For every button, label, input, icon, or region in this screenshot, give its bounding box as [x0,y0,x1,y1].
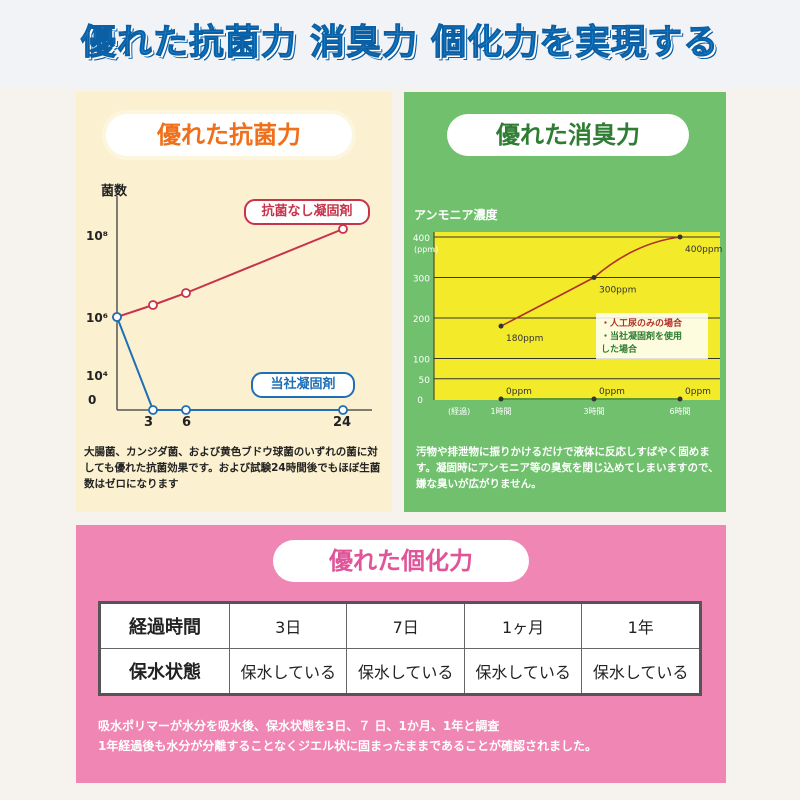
table-cell: 保水状態 [99,648,230,695]
deodorant-y-tick: 0 [417,396,423,406]
deodorant-y-label: アンモニア濃度 [414,208,498,222]
gelation-description: 吸水ポリマーが水分を吸水後、保水状態を3日、７ 日、1か月、1年と調査 1年経過… [98,716,714,756]
deodorant-x-tick: 6時間 [669,407,690,416]
table-header-cell: 7日 [346,602,465,649]
data-label: 300ppm [599,286,636,296]
data-point [677,234,683,240]
deodorant-y-unit: (ppm) [414,245,438,254]
antibacterial-description: 大腸菌、カンジダ菌、および黄色ブドウ球菌のいずれの菌に対しても優れた抗菌効果です… [84,446,381,490]
antibacterial-y-tick: 10⁸ [86,229,108,243]
deodorant-title: 優れた消臭力 [447,114,689,156]
data-point [591,396,597,402]
headline-title: 優れた抗菌力 消臭力 個化力を実現する [80,23,720,64]
deodorant-legend-entry: した場合 [601,343,638,355]
data-label: 400ppm [685,245,722,255]
antibacterial-panel [76,92,392,512]
table-cell: 保水している [228,648,348,695]
antibacterial-y-tick: 0 [88,393,97,407]
gelation-title: 優れた個化力 [273,540,529,582]
deodorant-legend-entry: ・当社凝固剤を使用 [601,330,682,342]
table-header-cell: 1年 [581,602,701,649]
deodorant-x-axis-label: (経過) [448,406,470,416]
table-cell: 保水している [346,648,465,695]
deodorant-x-tick: 1時間 [490,407,511,416]
data-point [677,396,683,402]
data-point [181,405,191,415]
deodorant-description: 汚物や排泄物に振りかけるだけで液体に反応しすばやく固めます。凝固時にアンモニア等… [416,446,719,490]
data-point [148,300,158,310]
table-row: 経過時間 3日 7日 1ヶ月 1年 [99,602,701,649]
antibacterial-title: 優れた抗菌力 [106,114,352,156]
gelation-description-line: 1年経過後も水分が分離することなくジエル状に固まったままであることが確認されまし… [98,739,598,753]
legend-our-product: 当社凝固剤 [251,372,355,398]
antibacterial-x-tick: 24 [333,415,352,430]
data-point [498,396,504,402]
data-point [181,288,191,298]
data-point [112,312,122,322]
deodorant-legend-box [596,313,708,359]
antibacterial-x-tick: 3 [144,415,154,430]
table-header-cell: 1ヶ月 [463,602,583,649]
antibacterial-x-tick: 6 [182,415,192,430]
table-row: 保水状態 保水している 保水している 保水している 保水している [99,648,701,695]
deodorant-y-tick: 100 [413,356,430,366]
table-header-cell: 3日 [228,602,348,649]
table-header-cell: 経過時間 [99,602,230,649]
data-label: 180ppm [506,334,543,344]
deodorant-legend-entry: ・人工尿のみの場合 [601,317,683,329]
deodorant-y-tick: 50 [419,376,431,386]
series-line [116,228,344,318]
data-label: 0ppm [599,387,625,397]
deodorant-x-tick: 3時間 [583,407,604,416]
data-label: 0ppm [506,387,532,397]
antibacterial-y-tick: 10⁶ [86,311,108,325]
deodorant-y-tick: 300 [413,275,430,285]
data-point [148,405,158,415]
data-point [338,224,348,234]
legend-no-antibacterial: 抗菌なし凝固剤 [244,199,370,225]
gelation-table: 経過時間 3日 7日 1ヶ月 1年 保水状態 保水している 保水している 保水し… [98,601,702,696]
antibacterial-y-tick: 10⁴ [86,369,108,383]
antibacterial-y-label: 菌数 [101,184,128,199]
table-cell: 保水している [581,648,701,695]
series-line [116,316,343,411]
data-point [498,323,504,329]
data-label: 0ppm [685,387,711,397]
gelation-description-line: 吸水ポリマーが水分を吸水後、保水状態を3日、７ 日、1か月、1年と調査 [98,719,500,733]
headline-band: 優れた抗菌力 消臭力 個化力を実現する [0,0,800,88]
data-point [338,405,348,415]
table-cell: 保水している [463,648,583,695]
deodorant-y-tick: 400 [413,234,430,244]
deodorant-y-tick: 200 [413,315,430,325]
data-point [591,275,597,280]
